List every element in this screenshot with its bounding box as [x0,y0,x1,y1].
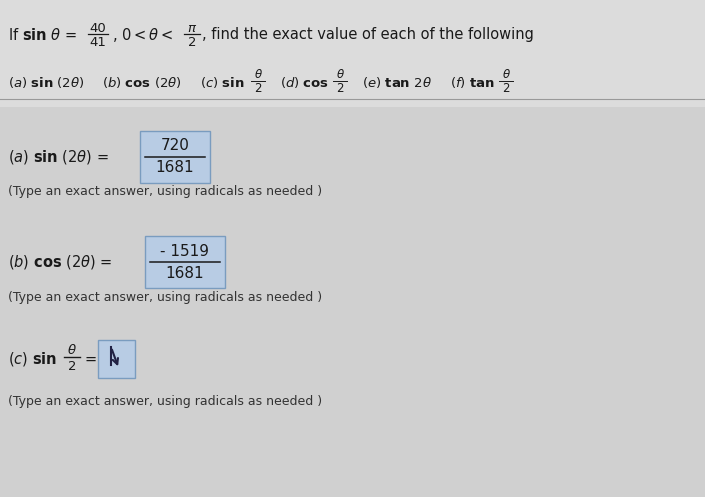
Text: $(b)$ $\mathbf{cos}$ $(2\theta)$: $(b)$ $\mathbf{cos}$ $(2\theta)$ [102,75,182,89]
Text: =: = [84,351,96,366]
Text: $(b)$ $\mathbf{cos}$ $(2\theta)$ =: $(b)$ $\mathbf{cos}$ $(2\theta)$ = [8,253,112,271]
Text: 2: 2 [502,82,510,94]
Text: $\theta$: $\theta$ [254,69,262,82]
Text: $\theta$: $\theta$ [501,69,510,82]
Text: 1681: 1681 [166,265,204,280]
Text: $(e)$ $\mathbf{tan}$ $2\theta$: $(e)$ $\mathbf{tan}$ $2\theta$ [362,75,432,89]
Text: If $\mathbf{sin}$ $\theta$ =: If $\mathbf{sin}$ $\theta$ = [8,27,77,43]
Text: $(a)$ $\mathbf{sin}$ $(2\theta)$: $(a)$ $\mathbf{sin}$ $(2\theta)$ [8,75,85,89]
FancyBboxPatch shape [0,107,705,497]
Text: (Type an exact answer, using radicals as needed ): (Type an exact answer, using radicals as… [8,395,322,408]
Text: $(a)$ $\mathbf{sin}$ $(2\theta)$ =: $(a)$ $\mathbf{sin}$ $(2\theta)$ = [8,148,109,166]
Text: , find the exact value of each of the following: , find the exact value of each of the fo… [202,27,534,43]
Text: 41: 41 [90,35,106,49]
Text: $(c)$ $\mathbf{sin}$: $(c)$ $\mathbf{sin}$ [200,75,245,89]
Text: $\theta$: $\theta$ [67,343,77,357]
Text: 2: 2 [255,82,262,94]
Text: (Type an exact answer, using radicals as needed ): (Type an exact answer, using radicals as… [8,291,322,304]
Text: 2: 2 [336,82,344,94]
Text: $(c)$ $\mathbf{sin}$: $(c)$ $\mathbf{sin}$ [8,350,57,368]
FancyBboxPatch shape [0,0,705,107]
Text: - 1519: - 1519 [161,244,209,258]
Text: , $0 < \theta <$: , $0 < \theta <$ [112,26,173,44]
Text: 40: 40 [90,21,106,34]
Text: $\theta$: $\theta$ [336,69,345,82]
FancyBboxPatch shape [98,340,135,378]
Text: (Type an exact answer, using radicals as needed ): (Type an exact answer, using radicals as… [8,185,322,198]
Text: $(d)$ $\mathbf{cos}$: $(d)$ $\mathbf{cos}$ [280,75,329,89]
Text: 1681: 1681 [156,161,195,175]
Text: 720: 720 [161,139,190,154]
Text: $\pi$: $\pi$ [187,21,197,34]
FancyBboxPatch shape [140,131,210,183]
Text: $(f)$ $\mathbf{tan}$: $(f)$ $\mathbf{tan}$ [450,75,495,89]
Text: 2: 2 [188,35,196,49]
FancyBboxPatch shape [145,236,225,288]
Text: 2: 2 [68,359,76,372]
